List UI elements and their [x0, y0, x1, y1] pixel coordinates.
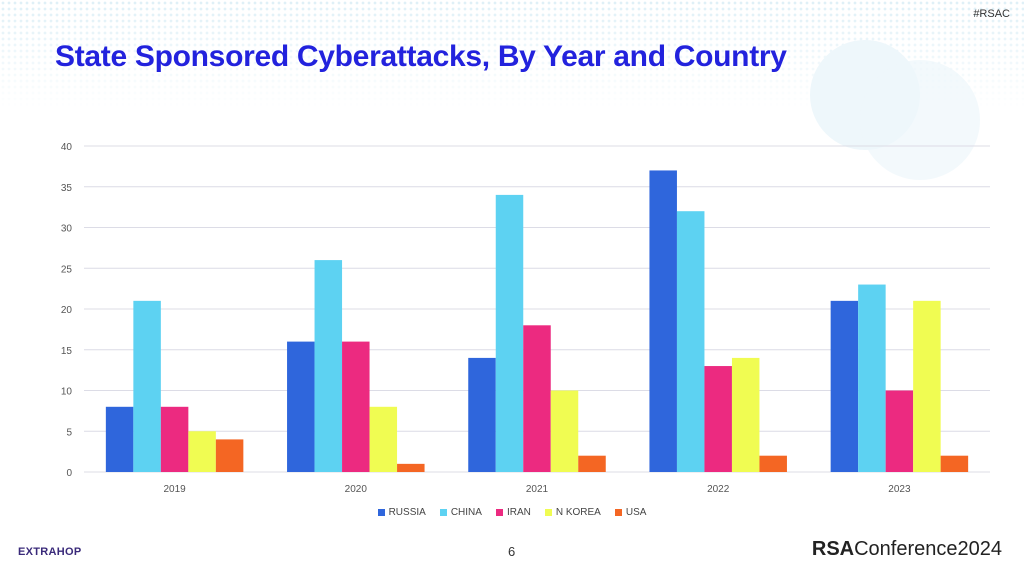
legend-item: N KOREA: [544, 507, 601, 518]
bar-usa-2021: [578, 455, 606, 472]
bar-iran-2023: [885, 390, 914, 472]
bar-china-2021: [495, 194, 524, 472]
y-tick-label: 15: [61, 346, 73, 357]
rsa-logo-text: Conference2024: [854, 538, 1002, 560]
chart-legend: RUSSIA CHINA IRAN N KOREA USA: [0, 507, 1024, 518]
bar-usa-2022: [759, 455, 787, 472]
bar-iran-2019: [160, 406, 189, 472]
bar-n-korea-2021: [550, 390, 579, 472]
bar-china-2019: [133, 300, 161, 472]
legend-swatch: [544, 509, 552, 516]
y-tick-label: 25: [61, 264, 73, 275]
legend-label: IRAN: [506, 507, 531, 518]
bar-russia-2021: [468, 357, 496, 472]
bar-n-korea-2023: [913, 300, 941, 472]
bar-n-korea-2019: [188, 431, 216, 472]
bar-china-2022: [676, 211, 705, 472]
extrahop-logo: EXTRAHOP: [18, 546, 82, 558]
bar-iran-2020: [342, 341, 370, 472]
legend-item: RUSSIA: [377, 507, 426, 518]
x-tick-label: 2023: [888, 484, 911, 495]
page-number: 6: [508, 544, 516, 559]
x-tick-label: 2021: [526, 484, 549, 495]
y-tick-label: 30: [61, 224, 73, 235]
rsa-logo-bold: RSA: [811, 538, 855, 560]
bar-russia-2020: [287, 341, 315, 472]
legend-swatch: [439, 509, 447, 516]
hashtag: #RSAC: [973, 8, 1010, 20]
background-bubble: [860, 60, 980, 180]
x-tick-label: 2019: [163, 484, 186, 495]
bar-usa-2019: [215, 439, 244, 472]
legend-label: USA: [625, 507, 647, 518]
y-tick-label: 40: [61, 142, 73, 153]
slide-title: State Sponsored Cyberattacks, By Year an…: [55, 40, 787, 73]
bar-n-korea-2022: [731, 357, 760, 472]
legend-swatch: [377, 509, 385, 516]
rsa-conference-logo: RSAConference2024: [812, 538, 1002, 561]
y-tick-label: 20: [61, 305, 73, 316]
bar-iran-2021: [523, 325, 551, 472]
bar-n-korea-2020: [369, 406, 398, 472]
legend-label: N KOREA: [555, 507, 601, 518]
bar-usa-2020: [397, 463, 425, 472]
legend-item: CHINA: [439, 507, 482, 518]
x-tick-label: 2020: [345, 484, 368, 495]
y-tick-label: 10: [61, 387, 73, 398]
legend-label: CHINA: [450, 507, 482, 518]
y-tick-label: 0: [66, 468, 72, 479]
bar-china-2023: [858, 284, 886, 472]
bar-usa-2023: [940, 455, 969, 472]
legend-item: USA: [614, 507, 647, 518]
legend-swatch: [614, 509, 622, 516]
bar-russia-2023: [830, 300, 859, 472]
bar-russia-2022: [649, 170, 677, 472]
bar-russia-2019: [105, 406, 134, 472]
legend-label: RUSSIA: [388, 507, 426, 518]
y-tick-label: 5: [66, 427, 72, 438]
bar-iran-2022: [704, 366, 732, 472]
x-tick-label: 2022: [707, 484, 730, 495]
y-tick-label: 35: [61, 183, 73, 194]
legend-swatch: [495, 509, 503, 516]
bar-china-2020: [314, 260, 343, 472]
legend-item: IRAN: [495, 507, 531, 518]
